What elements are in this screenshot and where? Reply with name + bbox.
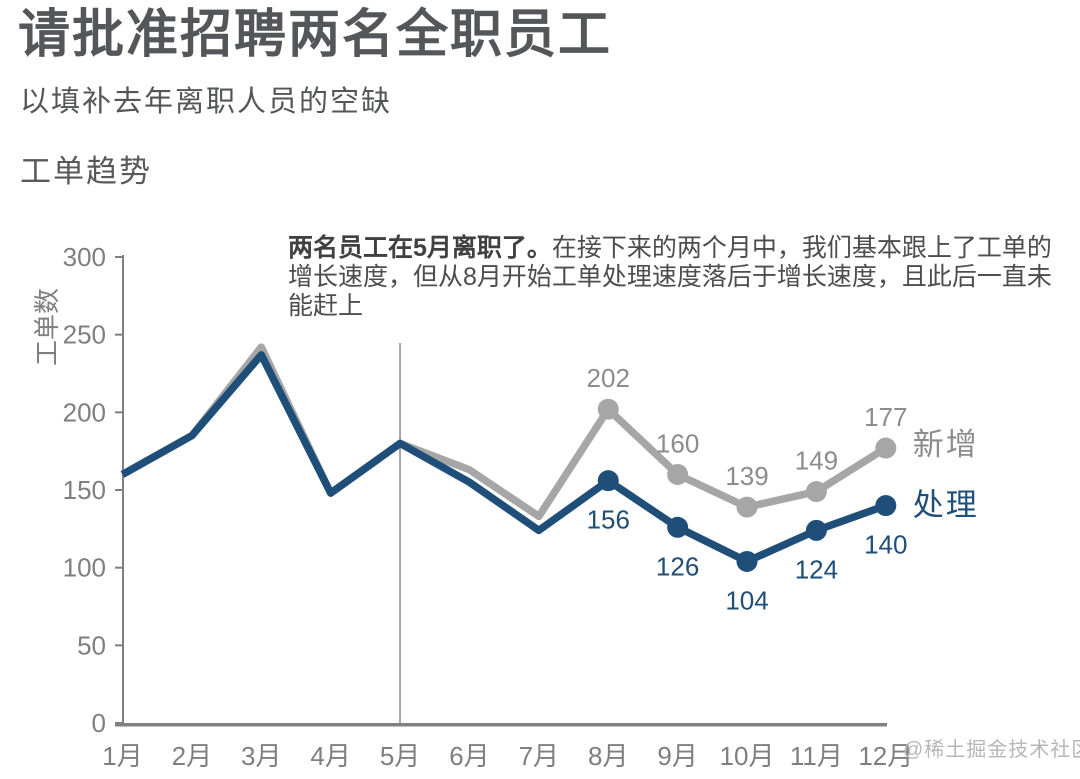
x-tick-label: 12月 (858, 741, 913, 771)
data-point-processed (667, 516, 689, 538)
series-label-processed: 处理 (913, 488, 979, 523)
y-tick-label: 250 (63, 320, 106, 350)
series-line-new (120, 343, 888, 521)
x-tick-label: 2月 (172, 741, 212, 771)
watermark: @稀土掘金技术社区 (903, 739, 1080, 761)
x-tick-label: 1月 (102, 741, 142, 771)
series-line-processed (120, 351, 888, 566)
chart-annotation: 两名员工在5月离职了。在接下来的两个月中，我们基本跟上了工单的增长速度，但从8月… (288, 234, 1052, 321)
x-tick-label: 8月 (588, 741, 628, 771)
data-label-new: 139 (725, 461, 768, 491)
data-point-processed (736, 550, 758, 572)
y-axis-title: 工单数 (32, 288, 62, 366)
chart-title: 工单趋势 (20, 154, 152, 189)
x-tick-label: 9月 (657, 741, 697, 771)
data-point-new (805, 481, 827, 503)
data-point-new (736, 496, 758, 518)
data-label-new: 177 (864, 402, 907, 432)
y-tick-label: 200 (63, 397, 106, 427)
x-tick-label: 3月 (241, 741, 281, 771)
data-label-processed: 126 (656, 551, 699, 581)
data-point-processed (805, 519, 827, 541)
page-title: 请批准招聘两名全职员工 (18, 6, 613, 64)
x-tick-label: 4月 (310, 741, 350, 771)
data-point-processed (875, 495, 897, 517)
y-tick-label: 100 (63, 553, 106, 583)
page-subtitle: 以填补去年离职人员的空缺 (20, 86, 393, 118)
data-label-new: 149 (795, 446, 838, 476)
data-point-new (667, 463, 689, 485)
data-point-new (875, 437, 897, 459)
data-point-new (597, 398, 619, 420)
x-tick-label: 10月 (720, 741, 775, 771)
data-label-processed: 104 (725, 585, 768, 615)
x-tick-label: 11月 (790, 741, 843, 771)
y-tick-label: 300 (63, 242, 106, 272)
annotation-text: 在接下来的两个月中，我们基本跟上了工单的增长速度，但从8月开始工单处理速度落后于… (288, 234, 1052, 320)
data-label-processed: 156 (587, 505, 630, 535)
data-label-new: 202 (587, 363, 630, 393)
y-tick-label: 0 (92, 708, 106, 738)
series-label-new: 新增 (913, 427, 979, 462)
y-tick-label: 150 (63, 475, 106, 505)
x-tick-label: 6月 (449, 741, 489, 771)
data-label-new: 160 (656, 428, 699, 458)
y-tick-label: 50 (77, 630, 106, 660)
data-label-processed: 124 (795, 554, 838, 584)
data-label-processed: 140 (864, 530, 907, 560)
data-point-processed (597, 470, 619, 492)
x-tick-label: 7月 (519, 741, 559, 771)
annotation-bold-text: 两名员工在5月离职了。 (288, 234, 552, 262)
x-tick-label: 5月 (380, 741, 420, 771)
